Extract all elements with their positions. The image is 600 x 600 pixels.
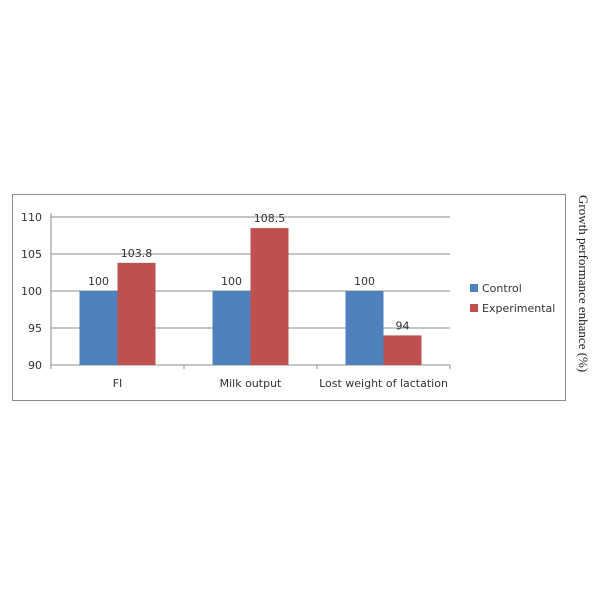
y-axis-title: Growth performance enhance (%) [576,195,591,373]
x-category-label: Lost weight of lactation [319,377,448,390]
y-tick-label: 95 [28,322,42,335]
y-tick-label: 100 [21,285,42,298]
legend-label: Experimental [482,302,555,315]
x-category-label: Milk output [220,377,282,390]
y-tick-label: 105 [21,248,42,261]
bar-experimental [250,228,289,365]
data-label: 108.5 [254,212,286,225]
data-label: 100 [354,275,375,288]
bar-control [345,291,384,365]
legend-swatch-control [470,284,478,292]
legend-swatch-experimental [470,304,478,312]
legend-label: Control [482,282,522,295]
data-label: 103.8 [121,247,153,260]
bar-experimental [383,335,422,365]
bar-control [212,291,251,365]
bar-experimental [117,262,156,365]
bar-control [79,291,118,365]
x-category-label: FI [113,377,123,390]
data-label: 100 [221,275,242,288]
y-tick-label: 110 [21,211,42,224]
data-label: 94 [396,319,410,332]
data-label: 100 [88,275,109,288]
y-tick-label: 90 [28,359,42,372]
